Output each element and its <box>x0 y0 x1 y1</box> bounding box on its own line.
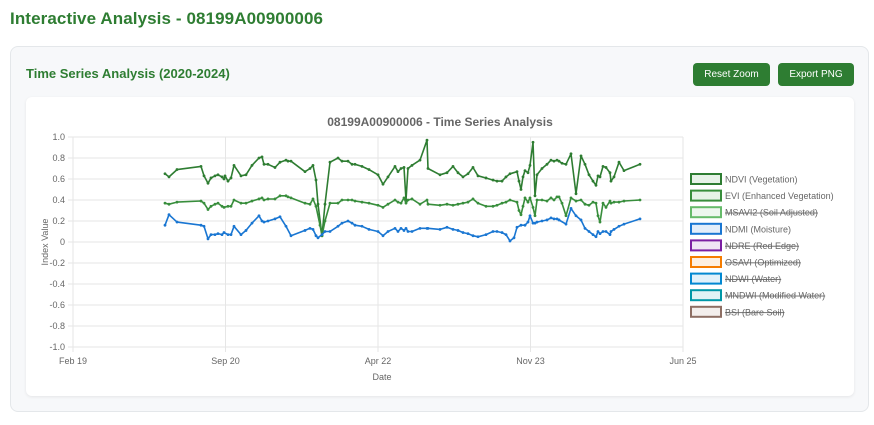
legend-item[interactable]: OSAVI (Optimized) <box>690 256 801 268</box>
y-tick-label: -0.8 <box>49 321 65 331</box>
legend-item[interactable]: MSAVI2 (Soil Adjusted) <box>690 206 818 219</box>
y-tick-label: -0.6 <box>49 300 65 310</box>
y-tick-label: -1.0 <box>49 342 65 352</box>
series-line <box>164 207 641 242</box>
legend-label: NDVI (Vegetation) <box>725 175 798 185</box>
chart-series <box>163 138 642 243</box>
legend-item[interactable]: NDRE (Red Edge) <box>690 239 799 252</box>
chart-title: 08199A00900006 - Time Series Analysis <box>327 115 553 129</box>
chart-grid <box>68 136 684 352</box>
x-axis-ticks: Feb 19 Sep 20 Apr 22 Nov 23 Jun 25 <box>59 356 697 366</box>
legend-item[interactable]: MNDWI (Modified Water) <box>690 289 825 302</box>
legend-item[interactable]: EVI (Enhanced Vegetation) <box>690 189 834 202</box>
legend-item[interactable]: NDVI (Vegetation) <box>690 173 798 185</box>
y-tick-label: 0 <box>60 237 65 247</box>
legend-label: NDMI (Moisture) <box>725 224 791 234</box>
legend-label: NDRE (Red Edge) <box>725 241 799 251</box>
reset-zoom-button[interactable]: Reset Zoom <box>693 63 770 86</box>
y-tick-label: 1.0 <box>52 132 65 142</box>
x-tick-label: Apr 22 <box>365 356 392 366</box>
y-tick-label: -0.2 <box>49 258 65 268</box>
chart-card: 08199A00900006 - Time Series Analysis 1.… <box>26 97 854 396</box>
legend-label: EVI (Enhanced Vegetation) <box>725 191 834 201</box>
y-tick-label: 0.6 <box>52 174 65 184</box>
y-tick-label: 0.8 <box>52 153 65 163</box>
x-tick-label: Sep 20 <box>211 356 240 366</box>
panel-title: Time Series Analysis (2020-2024) <box>26 66 230 81</box>
x-tick-label: Jun 25 <box>669 356 696 366</box>
y-tick-label: 0.4 <box>52 195 65 205</box>
legend-item[interactable]: NDWI (Water) <box>690 272 781 285</box>
x-tick-label: Feb 19 <box>59 356 87 366</box>
export-png-button[interactable]: Export PNG <box>778 63 854 86</box>
y-axis-label: Index Value <box>40 219 50 266</box>
y-axis-ticks: 1.0 0.8 0.6 0.4 0.2 0 -0.2 -0.4 -0.6 -0.8 -1.0 <box>49 132 65 352</box>
x-axis-label: Date <box>372 372 391 382</box>
legend-item[interactable]: BSI (Bare Soil) <box>690 305 785 318</box>
time-series-chart[interactable]: 08199A00900006 - Time Series Analysis 1.… <box>26 97 854 396</box>
y-tick-label: -0.4 <box>49 279 65 289</box>
page-title: Interactive Analysis - 08199A00900006 <box>10 9 324 28</box>
legend-label: BSI (Bare Soil) <box>725 307 785 317</box>
y-tick-label: 0.2 <box>52 216 65 226</box>
time-series-panel: Time Series Analysis (2020-2024) Reset Z… <box>10 46 869 412</box>
legend-label: NDWI (Water) <box>725 274 781 284</box>
legend-label: OSAVI (Optimized) <box>725 258 801 268</box>
legend-item[interactable]: NDMI (Moisture) <box>690 222 791 235</box>
chart-legend: NDVI (Vegetation) EVI (Enhanced Vegetatio… <box>690 173 834 318</box>
x-tick-label: Nov 23 <box>516 356 545 366</box>
legend-label: MSAVI2 (Soil Adjusted) <box>725 208 818 218</box>
legend-label: MNDWI (Modified Water) <box>725 291 825 301</box>
